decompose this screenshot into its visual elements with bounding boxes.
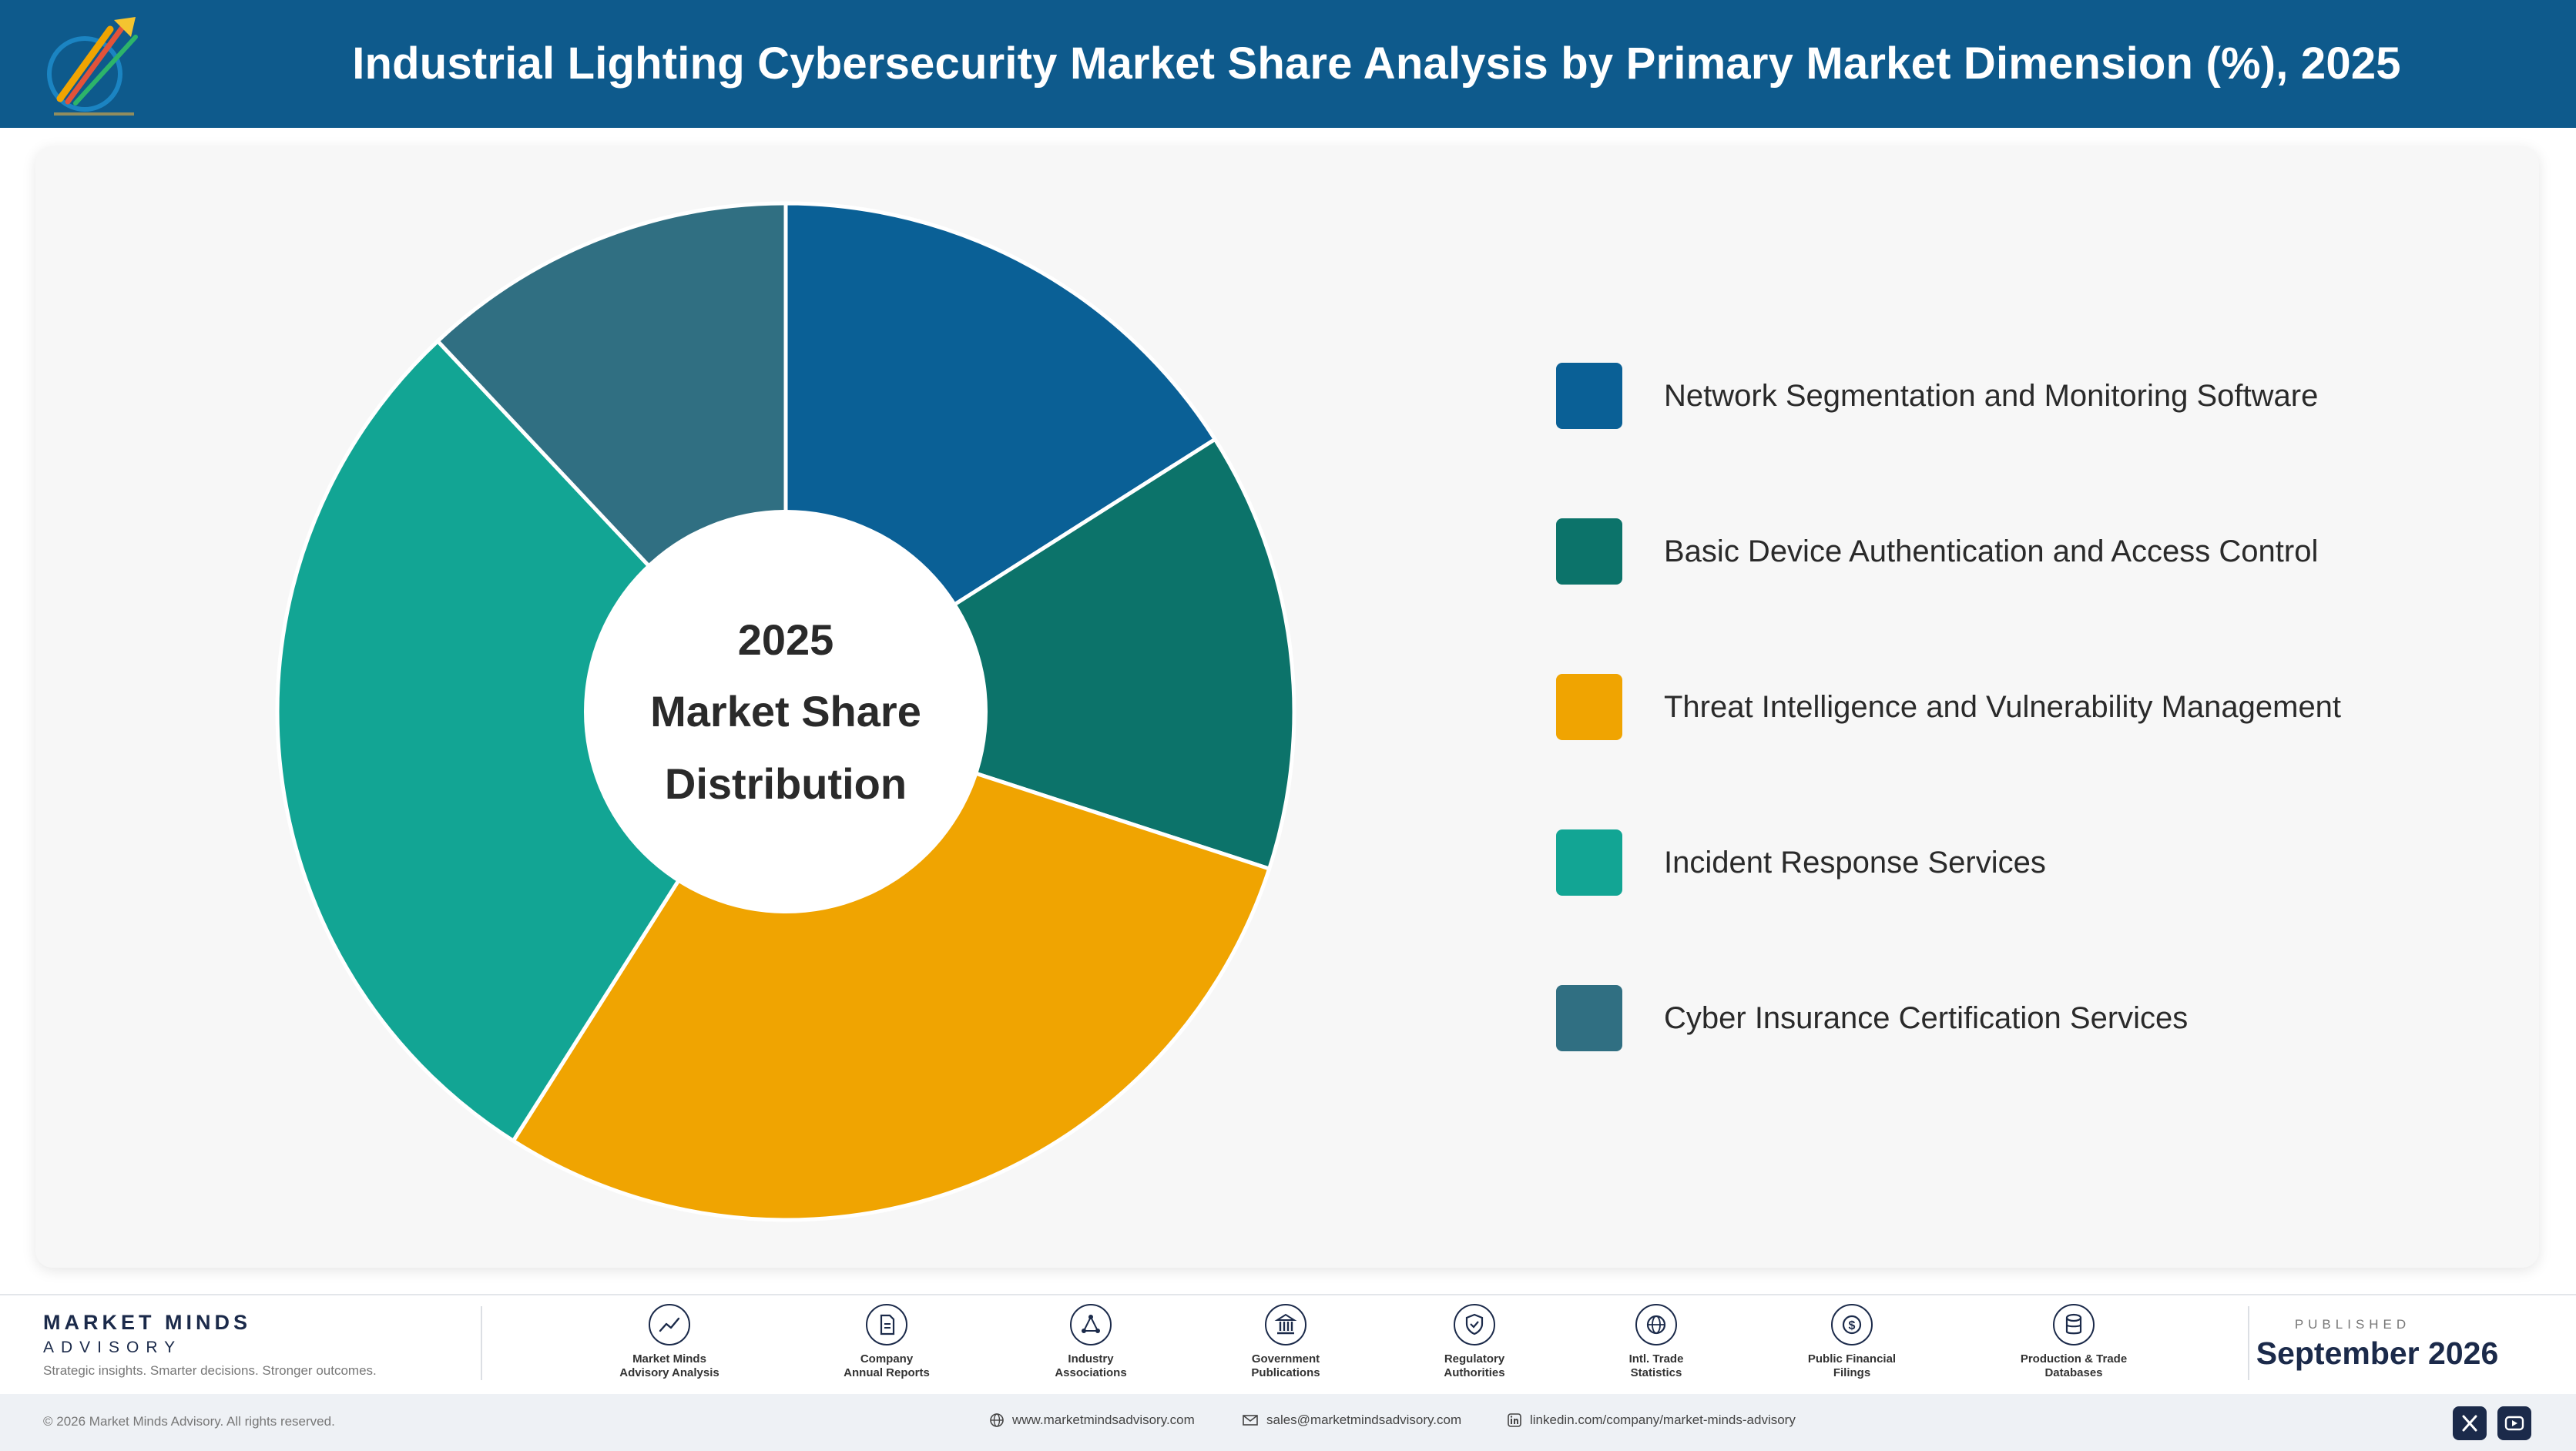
- source-label: Market Minds Advisory Analysis: [619, 1352, 719, 1379]
- copyright-text: © 2026 Market Minds Advisory. All rights…: [43, 1414, 335, 1429]
- youtube-social-button[interactable]: [2497, 1406, 2531, 1440]
- database-icon: [2053, 1304, 2095, 1345]
- source-label: Industry Associations: [1055, 1352, 1127, 1379]
- bottom-bar: © 2026 Market Minds Advisory. All rights…: [0, 1394, 2576, 1451]
- source-label: Company Annual Reports: [844, 1352, 930, 1379]
- website-text: www.marketmindsadvisory.com: [1012, 1412, 1195, 1427]
- network-icon: [1070, 1304, 1112, 1345]
- header-bar: Industrial Lighting Cybersecurity Market…: [0, 0, 2576, 128]
- source-item: Regulatory Authorities: [1390, 1303, 1559, 1396]
- source-item: Company Annual Reports: [802, 1303, 971, 1396]
- youtube-icon: [2504, 1416, 2524, 1431]
- legend-label: Basic Device Authentication and Access C…: [1664, 534, 2319, 568]
- published-label: PUBLISHED: [2294, 1317, 2411, 1332]
- globe-icon: [990, 1413, 1004, 1427]
- donut-chart: 2025 Market Share Distribution: [275, 201, 1296, 1222]
- footer-divider: [2248, 1306, 2249, 1380]
- legend-swatch: [1556, 985, 1622, 1051]
- legend-label: Network Segmentation and Monitoring Soft…: [1664, 378, 2319, 413]
- center-label-subtitle: Distribution: [665, 759, 907, 808]
- source-label: Government Publications: [1251, 1352, 1320, 1379]
- source-item: Intl. Trade Statistics: [1571, 1303, 1741, 1396]
- government-building-icon: [1265, 1304, 1306, 1345]
- legend-item[interactable]: Cyber Insurance Certification Services: [1556, 984, 2480, 1052]
- source-item: Market Minds Advisory Analysis: [585, 1303, 754, 1396]
- legend-label: Cyber Insurance Certification Services: [1664, 1000, 2189, 1035]
- linkedin-icon: [1508, 1413, 1521, 1427]
- legend-item[interactable]: Threat Intelligence and Vulnerability Ma…: [1556, 673, 2480, 741]
- source-item: $ Public Financial Filings: [1767, 1303, 1937, 1396]
- company-logo: [47, 17, 138, 116]
- source-item: Government Publications: [1201, 1303, 1370, 1396]
- legend-swatch: [1556, 518, 1622, 585]
- linkedin-link[interactable]: linkedin.com/company/market-minds-adviso…: [1507, 1412, 1796, 1428]
- linkedin-text: linkedin.com/company/market-minds-adviso…: [1530, 1412, 1796, 1427]
- legend-item[interactable]: Network Segmentation and Monitoring Soft…: [1556, 362, 2480, 430]
- donut-hole: [584, 510, 988, 913]
- brand-name: MARKET MINDS: [43, 1311, 251, 1334]
- published-date: September 2026: [2256, 1335, 2499, 1371]
- center-label-title: Market Share: [650, 687, 921, 736]
- legend-item[interactable]: Incident Response Services: [1556, 829, 2480, 896]
- brand-subtitle: ADVISORY: [43, 1339, 183, 1356]
- website-link[interactable]: www.marketmindsadvisory.com: [989, 1412, 1195, 1428]
- dollar-coin-icon: $: [1831, 1304, 1873, 1345]
- legend-swatch: [1556, 674, 1622, 740]
- globe-icon: [1635, 1304, 1677, 1345]
- shield-check-icon: [1454, 1304, 1495, 1345]
- pie-slice-4[interactable]: [275, 339, 788, 1143]
- source-item: Production & Trade Databases: [1989, 1303, 2158, 1396]
- source-label: Production & Trade Databases: [2020, 1352, 2128, 1379]
- legend-label: Threat Intelligence and Vulnerability Ma…: [1664, 689, 2342, 724]
- email-link[interactable]: sales@marketmindsadvisory.com: [1242, 1412, 1461, 1428]
- footer: MARKET MINDS ADVISORY Strategic insights…: [0, 1294, 2576, 1451]
- mail-icon: [1243, 1415, 1258, 1426]
- email-text: sales@marketmindsadvisory.com: [1266, 1412, 1462, 1427]
- legend-label: Incident Response Services: [1664, 845, 2046, 880]
- chart-line-icon: [649, 1304, 690, 1345]
- page-title: Industrial Lighting Cybersecurity Market…: [352, 39, 2401, 89]
- source-label: Public Financial Filings: [1807, 1352, 1897, 1379]
- source-item: Industry Associations: [1006, 1303, 1176, 1396]
- x-logo-icon: [2462, 1415, 2477, 1432]
- legend-swatch: [1556, 363, 1622, 429]
- brand-tagline: Strategic insights. Smarter decisions. S…: [43, 1363, 377, 1378]
- pie-slice-3[interactable]: [511, 709, 1272, 1222]
- legend-swatch: [1556, 829, 1622, 896]
- svg-text:$: $: [1849, 1319, 1856, 1332]
- source-label: Intl. Trade Statistics: [1628, 1352, 1684, 1379]
- legend-item[interactable]: Basic Device Authentication and Access C…: [1556, 518, 2480, 585]
- source-label: Regulatory Authorities: [1444, 1352, 1505, 1379]
- x-social-button[interactable]: [2453, 1406, 2487, 1440]
- pie-slice-2[interactable]: [783, 437, 1296, 871]
- footer-divider: [481, 1306, 482, 1380]
- document-icon: [866, 1304, 907, 1345]
- center-label-year: 2025: [738, 615, 834, 664]
